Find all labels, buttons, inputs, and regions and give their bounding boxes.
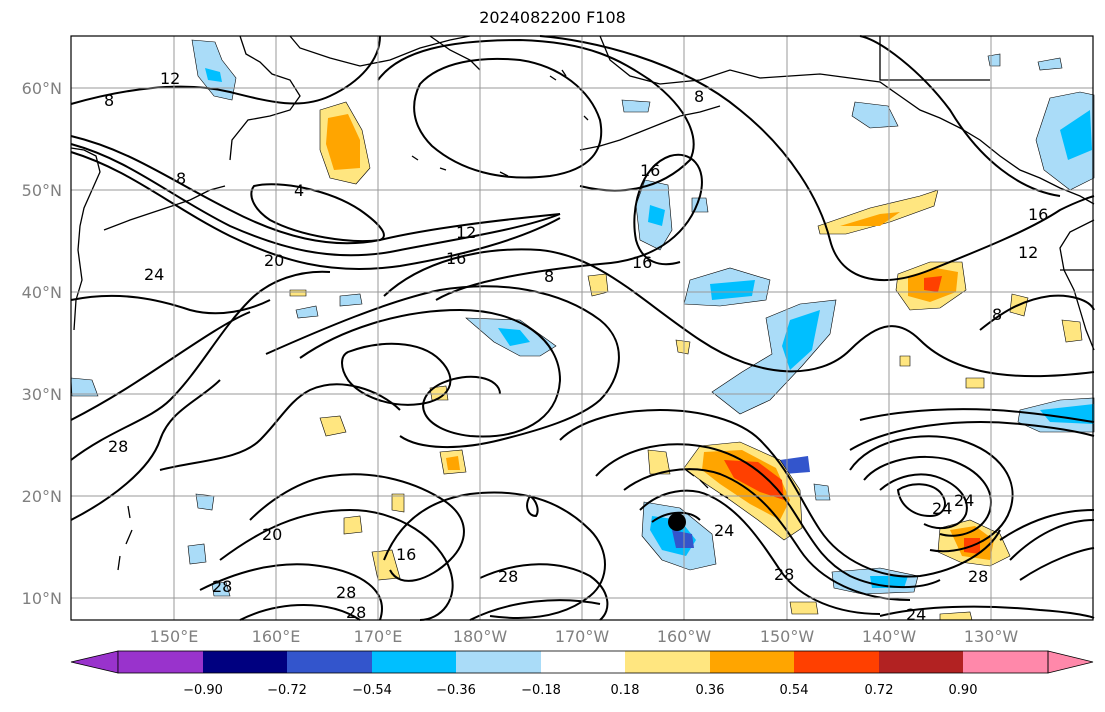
contour-label: 24 [954,491,974,510]
contour-label: 24 [906,605,926,624]
contour-label: 8 [694,87,704,106]
contour-labels: 12 8 8 4 24 20 12 16 8 16 16 8 16 12 8 2… [104,69,1048,624]
contour-label: 28 [108,437,128,456]
colorbar-segment [287,651,372,673]
contour-label: 4 [294,181,304,200]
colorbar-segment [963,651,1048,673]
contour-label: 24 [144,265,164,284]
contour-label: 20 [262,525,282,544]
colorbar-segment [372,651,456,673]
contour-label: 28 [212,577,232,596]
contour-label: 16 [446,249,466,268]
contour-label: 24 [932,499,952,518]
lat-tick: 10°N [22,589,62,608]
lon-tick: 150°W [760,627,815,646]
lon-tick: 160°W [657,627,712,646]
positive-shading [289,101,1083,621]
contour-label: 8 [992,305,1002,324]
colorbar-tick: 0.90 [949,683,978,698]
contour-label: 12 [160,69,180,88]
contour-label: 8 [176,169,186,188]
lat-tick: 50°N [22,181,62,200]
lat-tick: 30°N [22,385,62,404]
colorbar-segment [203,651,287,673]
coastlines [70,35,1095,571]
contour-label: 12 [1018,243,1038,262]
map-frame [70,35,1094,621]
contour-label: 20 [264,251,284,270]
lat-tick: 40°N [22,283,62,302]
contour-label: 16 [632,253,652,272]
colorbar-segment [118,651,203,673]
colorbar-tick: −0.90 [183,683,223,698]
contour-label: 28 [774,565,794,584]
contour-label: 8 [544,267,554,286]
colorbar-tick: 0.36 [696,683,725,698]
colorbar-tick: −0.54 [352,683,392,698]
contour-label: 12 [456,223,476,242]
lat-tick-labels: 60°N 50°N 40°N 30°N 20°N 10°N [22,79,62,608]
contour-label: 16 [640,161,660,180]
height-contours [70,35,1095,621]
lon-tick: 130°W [964,627,1019,646]
lat-tick: 60°N [22,79,62,98]
colorbar-tick: 0.54 [780,683,809,698]
contour-label: 28 [968,567,988,586]
colorbar-tick: 0.18 [611,683,640,698]
lon-tick-labels: 150°E 160°E 170°E 180°W 170°W 160°W 150°… [150,627,1019,646]
colorbar-segment [541,651,625,673]
map-title: 2024082200 F108 [479,8,626,27]
colorbar-tick: −0.18 [521,683,561,698]
colorbar-segment [879,651,963,673]
colorbar: −0.90 −0.72 −0.54 −0.36 −0.18 0.18 0.36 … [70,650,1094,698]
contour-label: 16 [396,545,416,564]
colorbar-segment [456,651,541,673]
colorbar-segment [710,651,794,673]
graticule [71,36,1093,620]
plot-area: 12 8 8 4 24 20 12 16 8 16 16 8 16 12 8 2… [70,35,1095,624]
lon-tick: 170°E [354,627,403,646]
contour-label: 16 [1028,205,1048,224]
colorbar-extend-min [70,650,119,674]
lon-tick: 150°E [150,627,199,646]
lon-tick: 160°E [252,627,301,646]
contour-label: 28 [498,567,518,586]
colorbar-extend-max [1047,650,1094,674]
lat-tick: 20°N [22,487,62,506]
lon-tick: 180°W [453,627,508,646]
contour-label: 28 [336,583,356,602]
colorbar-tick: −0.36 [436,683,476,698]
lon-tick: 140°W [862,627,917,646]
contour-label: 8 [104,91,114,110]
colorbar-segment [794,651,879,673]
contour-label: 24 [714,521,734,540]
colorbar-tick: 0.72 [865,683,894,698]
storm-center-marker [668,513,686,531]
colorbar-tick: −0.72 [267,683,307,698]
colorbar-segment [625,651,710,673]
lon-tick: 170°W [555,627,610,646]
contour-label: 28 [346,603,366,622]
